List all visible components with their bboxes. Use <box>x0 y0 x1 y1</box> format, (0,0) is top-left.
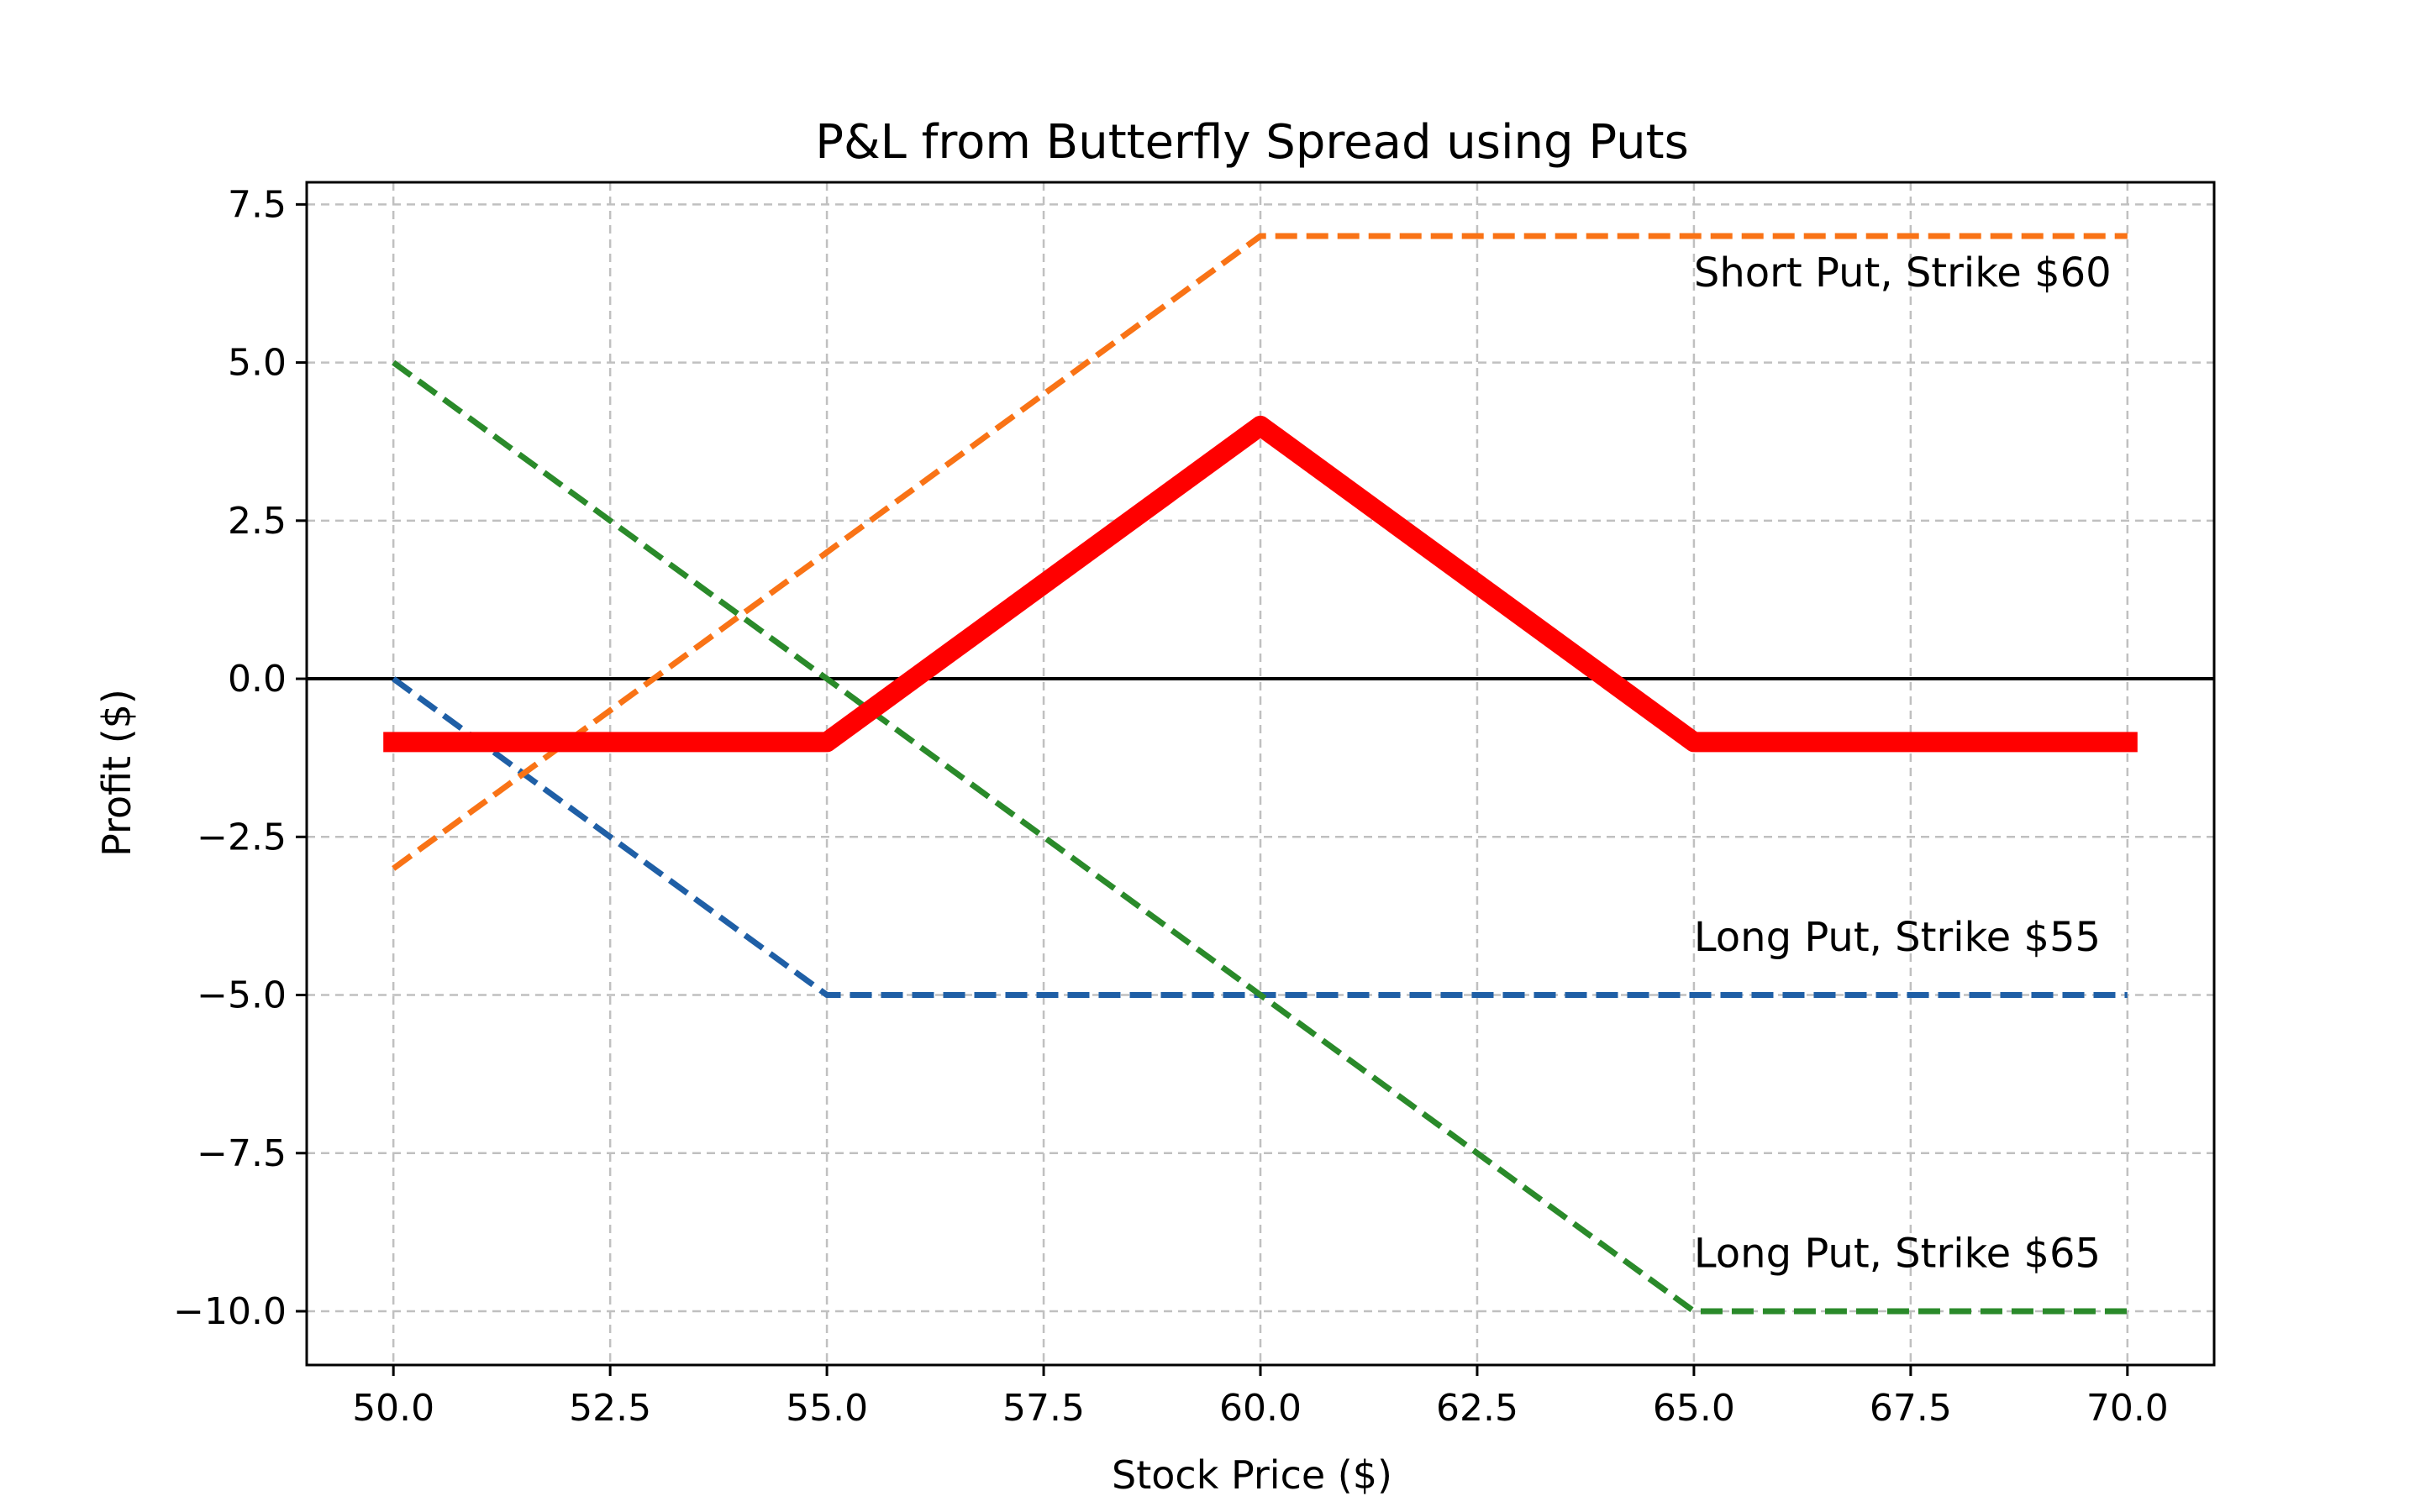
x-tick-label: 62.5 <box>1436 1387 1518 1430</box>
series-line-short-put-60 <box>392 233 2128 871</box>
chart-title: P&L from Butterfly Spread using Puts <box>815 115 1689 170</box>
x-axis-label: Stock Price ($) <box>1112 1452 1392 1498</box>
y-tick-label: 2.5 <box>228 500 287 543</box>
annotation-label: Short Put, Strike $60 <box>1694 249 2112 297</box>
y-tick-label: −7.5 <box>197 1132 287 1175</box>
series-line-spread <box>383 415 2138 753</box>
y-tick-label: 7.5 <box>228 183 287 226</box>
annotation-label: Long Put, Strike $65 <box>1694 1230 2101 1277</box>
series-layer <box>383 233 2138 1315</box>
x-tick-label: 57.5 <box>1002 1387 1085 1430</box>
y-axis-label: Profit ($) <box>94 689 139 857</box>
y-tick-label: 0.0 <box>228 658 287 701</box>
x-tick-label: 50.0 <box>352 1387 434 1430</box>
series-line-long-put-65 <box>392 360 2128 1315</box>
x-tick-label: 70.0 <box>2086 1387 2169 1430</box>
x-tick-label: 55.0 <box>786 1387 868 1430</box>
x-tick-label: 52.5 <box>569 1387 651 1430</box>
ticks: 50.0 52.5 55.0 57.5 60.0 62.5 65.0 67.5 70.0 7.5 5… <box>173 183 2169 1430</box>
y-tick-label: −2.5 <box>197 816 287 858</box>
annotations: Short Put, Strike $60 Long Put, Strike $5… <box>1694 249 2112 1277</box>
y-tick-label: −5.0 <box>197 974 287 1017</box>
x-tick-label: 65.0 <box>1653 1387 1735 1430</box>
annotation-label: Long Put, Strike $55 <box>1694 914 2101 961</box>
x-tick-label: 60.0 <box>1219 1387 1302 1430</box>
y-tick-label: 5.0 <box>228 342 287 385</box>
x-tick-label: 67.5 <box>1870 1387 1952 1430</box>
y-tick-label: −10.0 <box>173 1290 287 1333</box>
